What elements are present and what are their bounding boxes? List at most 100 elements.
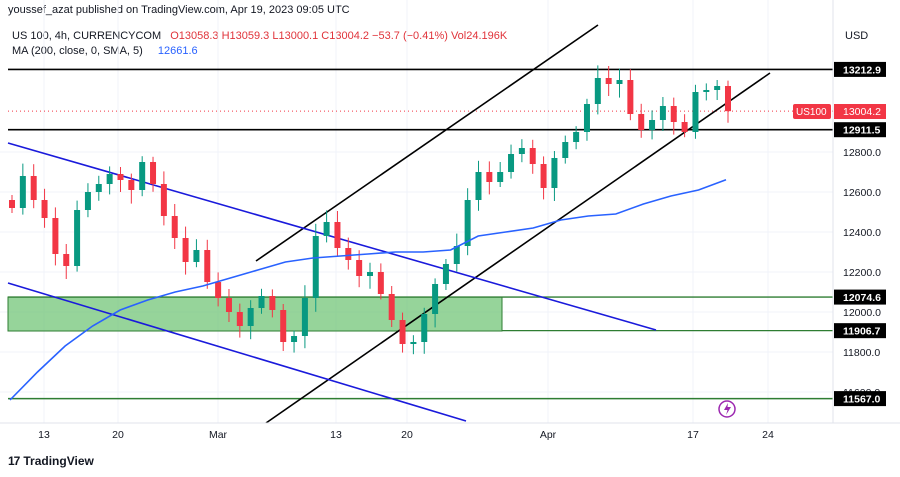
price-level-label: 12074.6 bbox=[843, 292, 881, 304]
candle-body bbox=[345, 248, 352, 260]
candle-body bbox=[74, 210, 81, 266]
candle-body bbox=[573, 132, 580, 142]
candle-body bbox=[30, 176, 37, 200]
candle-body bbox=[421, 314, 428, 342]
downtrend-lower-line bbox=[7, 282, 467, 422]
candle-body bbox=[225, 298, 232, 312]
candle-body bbox=[150, 162, 157, 184]
y-tick-label: 12800.0 bbox=[843, 147, 881, 159]
candle-body bbox=[551, 158, 558, 188]
candle-body bbox=[681, 122, 688, 132]
candle-body bbox=[649, 120, 656, 130]
price-level-label: 11567.0 bbox=[843, 394, 881, 406]
candle-body bbox=[19, 176, 26, 208]
candle-body bbox=[128, 180, 135, 190]
candle-body bbox=[301, 298, 308, 336]
price-level-badge bbox=[834, 289, 886, 305]
candle-body bbox=[399, 320, 406, 344]
level-badges: 13212.9 12911.5 12074.6 11906.7 11567.0 bbox=[834, 61, 886, 407]
candle-body bbox=[529, 148, 536, 164]
x-tick-label: 13 bbox=[38, 429, 50, 441]
alert-icon[interactable] bbox=[718, 400, 736, 418]
candle-body bbox=[269, 296, 276, 310]
channel-upper-line bbox=[255, 24, 599, 262]
price-level-label: 12911.5 bbox=[843, 125, 881, 137]
price-level-badge bbox=[834, 61, 886, 77]
price-level-badge bbox=[834, 323, 886, 339]
candle-body bbox=[475, 172, 482, 200]
candle-body bbox=[692, 92, 699, 132]
candle-body bbox=[410, 342, 417, 344]
candle-body bbox=[508, 154, 515, 172]
candle-body bbox=[193, 250, 200, 262]
candle-body bbox=[486, 172, 493, 182]
candle-body bbox=[106, 174, 113, 184]
trendlines bbox=[7, 24, 771, 424]
candle-body bbox=[247, 308, 254, 326]
time-axis[interactable]: 13 20 Mar 13 20 Apr 17 24 bbox=[38, 429, 774, 441]
x-tick-label: 24 bbox=[762, 429, 774, 441]
candle-body bbox=[84, 192, 91, 210]
candle-body bbox=[258, 296, 265, 308]
candle-body bbox=[63, 254, 70, 266]
candle-body bbox=[659, 106, 666, 120]
brand-name: TradingView bbox=[23, 454, 94, 468]
candle-body bbox=[703, 90, 710, 92]
x-tick-label: 20 bbox=[401, 429, 413, 441]
price-chart[interactable]: USD 11600.011800.012000.012200.012400.01… bbox=[0, 0, 900, 448]
candle-body bbox=[52, 218, 59, 254]
grid bbox=[0, 0, 833, 423]
candle-body bbox=[627, 80, 634, 114]
symbol-label[interactable]: US 100, 4h, CURRENCYCOM bbox=[12, 30, 162, 42]
demand-zone bbox=[7, 296, 503, 332]
candle-body bbox=[160, 184, 167, 216]
candle-body bbox=[518, 148, 525, 154]
candle-body bbox=[291, 336, 298, 342]
price-levels bbox=[8, 68, 833, 400]
x-tick-label: 20 bbox=[112, 429, 124, 441]
price-level-label: 11906.7 bbox=[843, 326, 881, 338]
candle-body bbox=[215, 282, 222, 298]
candle-body bbox=[182, 238, 189, 262]
candle-body bbox=[334, 222, 341, 248]
candle-body bbox=[388, 294, 395, 320]
footer: 17 TradingView bbox=[8, 454, 94, 468]
candle-body bbox=[583, 104, 590, 132]
candle-body bbox=[280, 310, 287, 342]
candle-body bbox=[442, 264, 449, 284]
candle-body bbox=[323, 222, 330, 236]
candle-body bbox=[9, 200, 15, 208]
ma-value: 12661.6 bbox=[157, 45, 198, 57]
candles bbox=[9, 65, 731, 355]
downtrend-upper-line bbox=[7, 142, 657, 331]
ma-line bbox=[9, 178, 727, 401]
candle-body bbox=[356, 260, 363, 276]
price-axis[interactable]: 11600.011800.012000.012200.012400.012600… bbox=[843, 147, 881, 399]
candle-body bbox=[714, 86, 721, 90]
candle-body bbox=[594, 78, 601, 104]
candle-body bbox=[171, 216, 178, 238]
candle-body bbox=[497, 172, 504, 182]
currency-label: USD bbox=[845, 30, 868, 42]
candle-body bbox=[562, 142, 569, 158]
candle-body bbox=[236, 312, 243, 326]
y-tick-label: 12000.0 bbox=[843, 307, 881, 319]
x-tick-label: 17 bbox=[687, 429, 699, 441]
candle-body bbox=[139, 162, 146, 190]
candle-body bbox=[95, 184, 102, 192]
ma-label[interactable]: MA (200, close, 0, SMA, 5) bbox=[12, 45, 143, 57]
candle-body bbox=[725, 86, 731, 112]
last-price-value: 13004.2 bbox=[843, 106, 881, 118]
candle-body bbox=[670, 106, 677, 122]
candle-body bbox=[117, 174, 124, 180]
y-tick-label: 11800.0 bbox=[843, 347, 880, 359]
candle-body bbox=[377, 272, 384, 294]
x-tick-label: 13 bbox=[330, 429, 342, 441]
ohlc-values: O13058.3 H13059.3 L13000.1 C13004.2 −53.… bbox=[170, 30, 508, 42]
candle-body bbox=[432, 284, 439, 314]
x-tick-label: Apr bbox=[540, 429, 557, 441]
x-tick-label: Mar bbox=[209, 429, 228, 441]
candle-body bbox=[312, 236, 319, 298]
candle-body bbox=[540, 164, 547, 188]
candle-body bbox=[638, 114, 645, 130]
